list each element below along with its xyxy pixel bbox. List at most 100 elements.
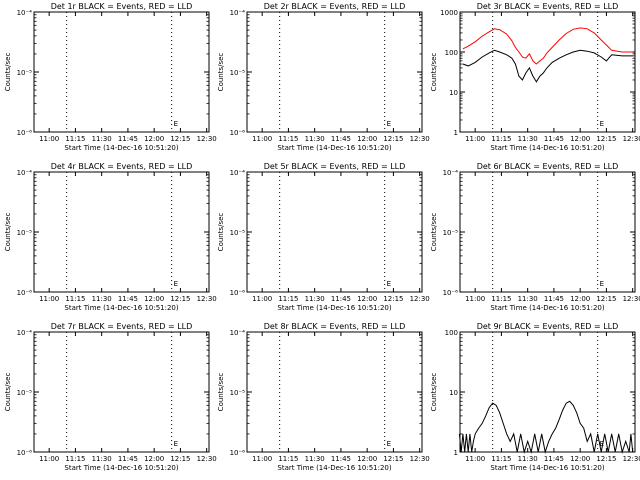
x-tick-label: 12:15 [596,135,616,143]
x-tick-label: 12:15 [170,455,190,463]
x-tick-label: 11:00 [39,455,59,463]
y-axis-label: Counts/sec [217,213,225,252]
x-tick-label: 11:30 [305,455,325,463]
panel-title: Det 2r BLACK = Events, RED = LLD [264,2,406,11]
panel-det-7: Det 7r BLACK = Events, RED = LLD E 11:00 11… [4,322,217,472]
x-tick-label: 12:15 [596,295,616,303]
x-tick-label: 11:00 [252,135,272,143]
x-tick-label: 12:00 [570,295,590,303]
y-tick-label: 10⁻⁵ [230,389,246,397]
panel-det-8: Det 8r BLACK = Events, RED = LLD E 11:00 11… [217,322,430,472]
x-tick-label: 11:15 [65,295,85,303]
y-tick-label: 10⁻⁴ [230,9,246,17]
plot-frame [33,171,210,293]
x-tick-label: 12:30 [197,295,217,303]
series-line-events [462,49,633,83]
x-axis-label: Start Time (14-Dec-16 10:51:20) [64,464,178,472]
plot-frame [33,11,210,133]
time-marker-label: E [600,280,604,288]
y-tick-label: 10⁻⁵ [17,389,33,397]
plot-frame [246,11,423,133]
time-marker-label: E [174,280,178,288]
x-tick-label: 12:15 [170,295,190,303]
y-tick-label: 10⁻⁶ [230,289,246,297]
y-tick-label: 100 [445,49,458,57]
x-tick-label: 11:45 [118,455,138,463]
x-tick-label: 11:30 [305,135,325,143]
y-axis-label: Counts/sec [430,53,438,92]
x-tick-label: 12:15 [383,455,403,463]
y-tick-label: 10⁻⁴ [443,169,459,177]
x-tick-label: 12:00 [357,295,377,303]
panel-det-5: Det 5r BLACK = Events, RED = LLD E 11:00 11… [217,162,430,312]
y-tick-label: 10⁻⁵ [230,69,246,77]
x-axis-label: Start Time (14-Dec-16 10:51:20) [490,304,604,312]
x-tick-label: 11:45 [331,295,351,303]
x-tick-label: 12:15 [596,455,616,463]
y-axis-label: Counts/sec [430,373,438,412]
y-tick-label: 1000 [440,9,458,17]
x-tick-label: 11:30 [518,135,538,143]
plot-frame [246,171,423,293]
time-marker-label: E [600,120,604,128]
y-tick-label: 10⁻⁶ [17,289,33,297]
time-marker-label: E [174,440,178,448]
x-tick-label: 11:15 [491,135,511,143]
x-axis-label: Start Time (14-Dec-16 10:51:20) [277,144,391,152]
panel-title: Det 6r BLACK = Events, RED = LLD [477,162,619,171]
x-tick-label: 11:45 [544,455,564,463]
time-marker-label: E [174,120,178,128]
x-tick-label: 12:30 [197,135,217,143]
x-tick-label: 11:30 [92,295,112,303]
x-tick-label: 12:00 [357,455,377,463]
y-tick-label: 10⁻⁵ [230,229,246,237]
x-tick-label: 11:45 [544,135,564,143]
y-axis-label: Counts/sec [4,53,12,92]
y-axis-label: Counts/sec [430,213,438,252]
x-tick-label: 12:30 [623,295,640,303]
y-tick-label: 10⁻⁴ [230,329,246,337]
x-tick-label: 11:45 [118,295,138,303]
y-tick-label: 1 [454,129,458,137]
x-tick-label: 12:00 [570,135,590,143]
y-tick-label: 10⁻⁶ [17,449,33,457]
panel-title: Det 8r BLACK = Events, RED = LLD [264,322,406,331]
panel-det-4: Det 4r BLACK = Events, RED = LLD E 11:00 11… [4,162,217,312]
x-tick-label: 12:15 [383,135,403,143]
x-tick-label: 11:30 [518,295,538,303]
panel-title: Det 7r BLACK = Events, RED = LLD [51,322,193,331]
x-tick-label: 11:30 [92,135,112,143]
panel-det-2: Det 2r BLACK = Events, RED = LLD E 11:00 11… [217,2,430,152]
x-tick-label: 12:30 [410,455,430,463]
y-axis-label: Counts/sec [217,373,225,412]
y-tick-label: 10 [449,89,458,97]
x-tick-label: 11:45 [118,135,138,143]
x-tick-label: 11:45 [331,135,351,143]
x-tick-label: 12:30 [623,135,640,143]
plot-frame [459,171,636,293]
y-tick-label: 10⁻⁴ [17,9,33,17]
y-tick-label: 10⁻⁶ [17,129,33,137]
y-tick-label: 10⁻⁵ [17,69,33,77]
x-tick-label: 11:15 [491,295,511,303]
y-tick-label: 10⁻⁶ [230,129,246,137]
x-tick-label: 12:00 [144,455,164,463]
panel-det-1: Det 1r BLACK = Events, RED = LLD E 11:00 11… [4,2,217,152]
x-tick-label: 11:15 [65,455,85,463]
time-marker-label: E [387,280,391,288]
plot-frame [459,11,636,133]
series-line-lld [462,27,633,65]
y-tick-label: 10⁻⁴ [17,329,33,337]
x-tick-label: 12:30 [623,455,640,463]
x-tick-label: 12:15 [383,295,403,303]
x-tick-label: 12:15 [170,135,190,143]
y-tick-label: 1 [454,449,458,457]
x-tick-label: 12:00 [570,455,590,463]
panel-title: Det 9r BLACK = Events, RED = LLD [477,322,619,331]
series-line-events [458,400,634,454]
x-tick-label: 11:00 [252,295,272,303]
x-tick-label: 11:30 [92,455,112,463]
plot-frame [33,331,210,453]
